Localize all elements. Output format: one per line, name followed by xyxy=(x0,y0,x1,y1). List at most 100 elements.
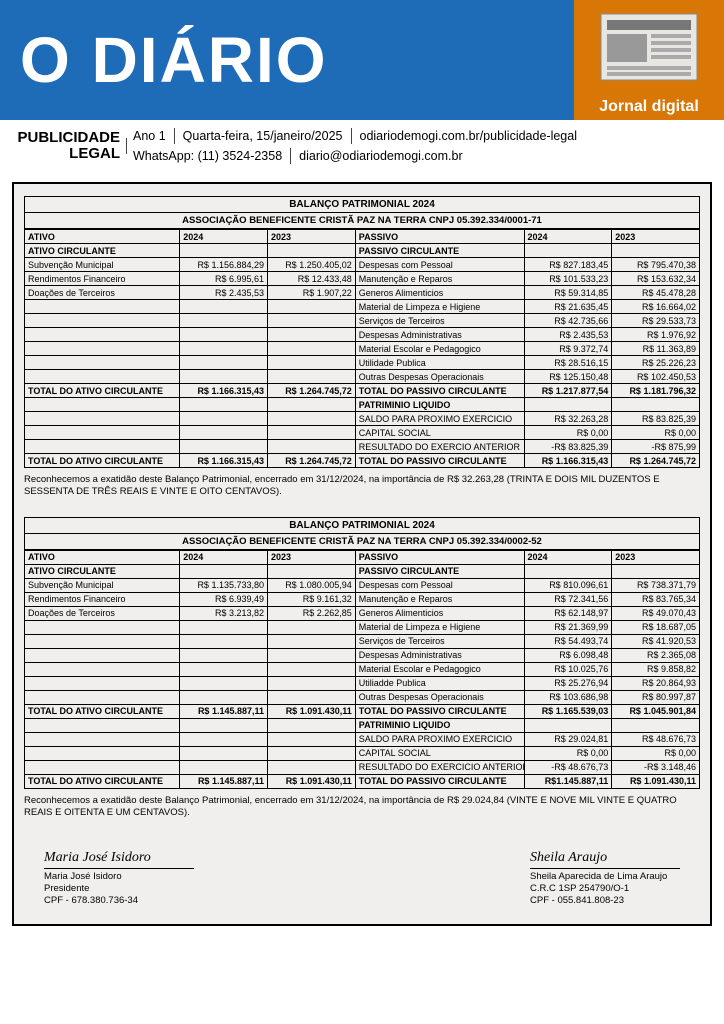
cell: R$ 6.995,61 xyxy=(180,272,268,286)
ativo-circ-hdr: ATIVO CIRCULANTE xyxy=(25,244,180,258)
cell: Despesas com Pessoal xyxy=(355,578,524,592)
cell: R$ 125.150,48 xyxy=(524,370,612,384)
cell: Utilidade Publica xyxy=(355,356,524,370)
pl-hdr: PATRIMINIO LIQUIDO xyxy=(355,718,524,732)
newspaper-icon xyxy=(574,0,724,94)
data-row: Serviços de Terceiros R$ 42.735,66 R$ 29… xyxy=(25,314,700,328)
divider xyxy=(351,128,352,144)
info-bar: PUBLICIDADE LEGAL Ano 1 Quarta-feira, 15… xyxy=(0,120,724,172)
cell: R$ 1.145.887,11 xyxy=(180,774,268,788)
cell: TOTAL DO PASSIVO CIRCULANTE xyxy=(355,384,524,398)
cell: R$ 48.676,73 xyxy=(612,732,700,746)
cell: R$ 827.183,45 xyxy=(524,258,612,272)
balance-sheet-2: BALANÇO PATRIMONIAL 2024 ASSOCIAÇÃO BENE… xyxy=(24,517,700,820)
data-row: Doações de Terceiros R$ 2.435,53 R$ 1.90… xyxy=(25,286,700,300)
cell: R$ 29.533,73 xyxy=(612,314,700,328)
cell: R$ 2.435,53 xyxy=(524,328,612,342)
cell: R$ 810.096,61 xyxy=(524,578,612,592)
cell: R$ 103.686,98 xyxy=(524,690,612,704)
signatures: Maria José Isidoro Maria José Isidoro Pr… xyxy=(24,849,700,907)
cell: R$ 1.135.733,80 xyxy=(180,578,268,592)
cell: R$ 6.939,49 xyxy=(180,592,268,606)
cell: R$ 0,00 xyxy=(524,746,612,760)
cell: TOTAL DO PASSIVO CIRCULANTE xyxy=(355,454,524,468)
cell: SALDO PARA PROXIMO EXERCICIO xyxy=(355,732,524,746)
cell: R$ 101.533,23 xyxy=(524,272,612,286)
cell: R$ 21.369,99 xyxy=(524,620,612,634)
cell: R$ 9.372,74 xyxy=(524,342,612,356)
cell: R$ 1.264.745,72 xyxy=(612,454,700,468)
section-label: PUBLICIDADE LEGAL xyxy=(10,130,120,163)
recognition-text-1: Reconhecemos a exatidão deste Balanço Pa… xyxy=(24,474,700,499)
cell: R$ 28.516,15 xyxy=(524,356,612,370)
section-label-2: LEGAL xyxy=(10,146,120,163)
hdr-y1a: 2024 xyxy=(180,230,268,244)
cell: R$1.145.887,11 xyxy=(524,774,612,788)
data-row: RESULTADO DO EXERCICIO ANTERIOR -R$ 48.6… xyxy=(25,760,700,774)
cell: Material Escolar e Pedagogico xyxy=(355,342,524,356)
date-label: Quarta-feira, 15/janeiro/2025 xyxy=(183,129,343,143)
passivo-circ-hdr: PASSIVO CIRCULANTE xyxy=(355,244,524,258)
cell: Manutenção e Reparos xyxy=(355,272,524,286)
cell: R$ 0,00 xyxy=(612,426,700,440)
cell: R$ 153.632,34 xyxy=(612,272,700,286)
data-row: Material de Limpeza e Higiene R$ 21.369,… xyxy=(25,620,700,634)
hdr-y2a: 2023 xyxy=(268,230,356,244)
cell: R$ 54.493,74 xyxy=(524,634,612,648)
url-label: odiariodemogi.com.br/publicidade-legal xyxy=(360,129,578,143)
cell: TOTAL DO ATIVO CIRCULANTE xyxy=(25,704,180,718)
cell: Material Escolar e Pedagogico xyxy=(355,662,524,676)
hdr-ativo: ATIVO xyxy=(25,550,180,564)
data-row: Material de Limpeza e Higiene R$ 21.635,… xyxy=(25,300,700,314)
cell: R$ 1.156.884,29 xyxy=(180,258,268,272)
cell: R$ 11.363,89 xyxy=(612,342,700,356)
cell: R$ 16.664,02 xyxy=(612,300,700,314)
whatsapp-label: WhatsApp: (11) 3524-2358 xyxy=(133,149,282,163)
ativo-circ-hdr: ATIVO CIRCULANTE xyxy=(25,564,180,578)
hdr-y2a: 2023 xyxy=(268,550,356,564)
data-row: Material Escolar e Pedagogico R$ 10.025,… xyxy=(25,662,700,676)
balance-table-2: ATIVO 2024 2023 PASSIVO 2024 2023 ATIVO … xyxy=(24,550,700,789)
cell: R$ 1.166.315,43 xyxy=(180,384,268,398)
cell: Subvenção Municipal xyxy=(25,578,180,592)
cell: R$ 10.025,76 xyxy=(524,662,612,676)
divider xyxy=(174,128,175,144)
data-row: Despesas Administrativas R$ 2.435,53 R$ … xyxy=(25,328,700,342)
cell: R$ 21.635,45 xyxy=(524,300,612,314)
cell: Rendimentos Financeiro xyxy=(25,272,180,286)
cell: R$ 1.165.539,03 xyxy=(524,704,612,718)
pl-header-row: PATRIMINIO LIQUIDO xyxy=(25,718,700,732)
data-row: Doações de Terceiros R$ 3.213,82 R$ 2.26… xyxy=(25,606,700,620)
subtotal-row: TOTAL DO ATIVO CIRCULANTE R$ 1.145.887,1… xyxy=(25,704,700,718)
cell: TOTAL DO ATIVO CIRCULANTE xyxy=(25,384,180,398)
cell: Despesas Administrativas xyxy=(355,648,524,662)
info-row-2: WhatsApp: (11) 3524-2358 diario@odiariod… xyxy=(133,148,714,164)
cell: R$ 0,00 xyxy=(524,426,612,440)
email-label: diario@odiariodemogi.com.br xyxy=(299,149,462,163)
digital-block: Jornal digital xyxy=(574,0,724,120)
cell: R$ 2.435,53 xyxy=(180,286,268,300)
document-frame: BALANÇO PATRIMONIAL 2024 ASSOCIAÇÃO BENE… xyxy=(12,182,712,926)
cell: Generos Alimenticios xyxy=(355,606,524,620)
grand-total-row: TOTAL DO ATIVO CIRCULANTE R$ 1.145.887,1… xyxy=(25,774,700,788)
cell: RESULTADO DO EXERCIO ANTERIOR xyxy=(355,440,524,454)
sig2-title: C.R.C 1SP 254790/O-1 xyxy=(530,883,629,894)
cell: R$ 1.091.430,11 xyxy=(268,774,356,788)
cell: -R$ 83.825,39 xyxy=(524,440,612,454)
data-row: Serviços de Terceiros R$ 54.493,74 R$ 41… xyxy=(25,634,700,648)
cell: R$ 12.433,48 xyxy=(268,272,356,286)
cell: R$ 3.213,82 xyxy=(180,606,268,620)
cell: R$ 18.687,05 xyxy=(612,620,700,634)
cell: Manutenção e Reparos xyxy=(355,592,524,606)
sig1-title: Presidente xyxy=(44,883,89,894)
cell: R$ 1.976,92 xyxy=(612,328,700,342)
cell: Rendimentos Financeiro xyxy=(25,592,180,606)
signature-1: Maria José Isidoro Maria José Isidoro Pr… xyxy=(44,849,194,907)
hdr-ativo: ATIVO xyxy=(25,230,180,244)
cell: R$ 83.765,34 xyxy=(612,592,700,606)
cell: Subvenção Municipal xyxy=(25,258,180,272)
signature-script-2: Sheila Araujo xyxy=(530,849,680,868)
cell: R$ 25.226,23 xyxy=(612,356,700,370)
cell: R$ 9.161,32 xyxy=(268,592,356,606)
cell: R$ 1.217.877,54 xyxy=(524,384,612,398)
